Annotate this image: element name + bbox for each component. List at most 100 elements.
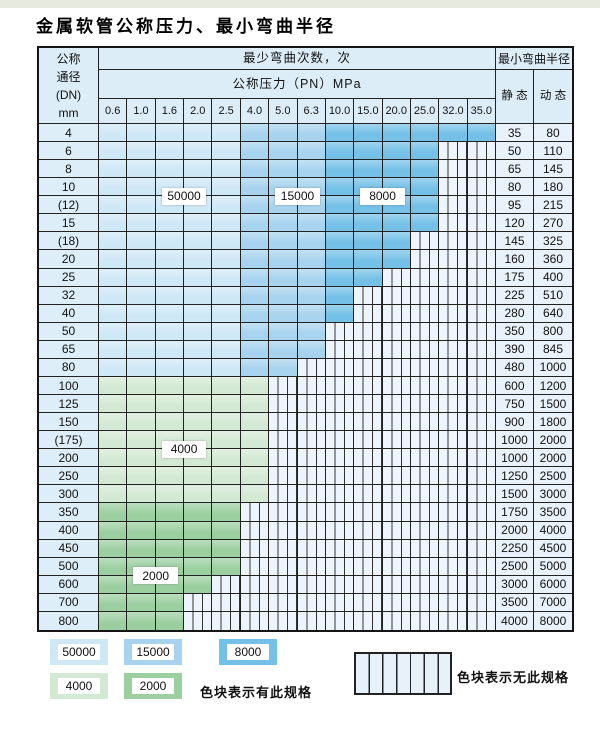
spec-cell — [155, 611, 185, 630]
dynamic-value-cell: 510 — [534, 286, 572, 305]
dn-cell: 100 — [39, 376, 99, 396]
no-spec-cell — [410, 250, 440, 269]
no-spec-cell — [354, 575, 383, 594]
no-spec-cell — [212, 593, 241, 612]
no-spec-cell — [439, 160, 468, 179]
no-spec-cell — [382, 449, 411, 468]
dynamic-value-cell: 1200 — [534, 376, 572, 396]
no-spec-cell — [467, 286, 496, 305]
legend-item-15000: 15000 — [124, 639, 182, 665]
no-spec-cell — [439, 593, 468, 612]
no-spec-cell — [467, 340, 496, 359]
no-spec-cell — [467, 467, 496, 486]
spec-cell — [382, 142, 411, 161]
no-spec-cell — [467, 575, 496, 594]
spec-cell — [99, 250, 128, 269]
legend-item-value: 2000 — [132, 678, 174, 694]
no-spec-cell — [382, 413, 411, 432]
no-spec-cell — [382, 358, 411, 377]
dynamic-value-cell: 5000 — [534, 557, 572, 576]
spec-cell — [127, 142, 156, 161]
spec-cell — [212, 286, 241, 305]
spec-cell — [99, 178, 128, 197]
static-value-cell: 175 — [496, 268, 534, 287]
spec-cell — [240, 413, 270, 432]
static-value-cell: 1500 — [496, 485, 534, 504]
dn-cell: 500 — [39, 557, 99, 576]
no-spec-cell — [439, 232, 468, 251]
spec-cell — [212, 557, 241, 576]
spec-cell — [99, 268, 128, 287]
no-spec-cell — [325, 593, 355, 612]
no-spec-cell — [325, 376, 355, 396]
no-spec-cell — [354, 449, 383, 468]
pressure-tick-cell: 15.0 — [354, 99, 383, 124]
spec-cell — [155, 521, 185, 540]
dynamic-value-cell: 2000 — [534, 449, 572, 468]
spec-cell — [212, 539, 241, 558]
static-value-cell: 2000 — [496, 521, 534, 540]
no-spec-cell — [297, 485, 326, 504]
dn-cell: 50 — [39, 322, 99, 341]
spec-cell — [325, 250, 355, 269]
dn-cell: 200 — [39, 449, 99, 468]
no-spec-cell — [212, 611, 241, 630]
no-spec-cell — [354, 467, 383, 486]
spec-cell — [127, 449, 156, 468]
spec-cell — [99, 286, 128, 305]
no-spec-cell — [297, 431, 326, 450]
spec-cell — [184, 232, 213, 251]
static-value-cell: 600 — [496, 376, 534, 396]
no-spec-cell — [269, 395, 298, 414]
no-spec-cell — [439, 431, 468, 450]
no-spec-cell — [240, 539, 270, 558]
no-spec-cell — [439, 250, 468, 269]
spec-cell — [127, 467, 156, 486]
no-spec-cell — [297, 575, 326, 594]
no-spec-cell — [467, 593, 496, 612]
spec-cell — [184, 575, 213, 594]
no-spec-cell — [354, 593, 383, 612]
no-spec-cell — [297, 449, 326, 468]
spec-cell — [127, 358, 156, 377]
no-spec-cell — [325, 322, 355, 341]
spec-cell — [155, 286, 185, 305]
no-spec-cell — [297, 611, 326, 630]
spec-cell — [127, 124, 156, 143]
spec-cell — [269, 142, 298, 161]
spec-cell — [212, 160, 241, 179]
spec-cell — [325, 178, 355, 197]
spec-cell — [269, 286, 298, 305]
no-spec-cell — [439, 196, 468, 215]
no-spec-cell — [382, 340, 411, 359]
dynamic-value-cell: 80 — [534, 124, 572, 143]
dn-cell: 450 — [39, 539, 99, 558]
no-spec-cell — [382, 395, 411, 414]
no-spec-cell — [439, 178, 468, 197]
spec-cell — [184, 503, 213, 522]
spec-cell — [127, 304, 156, 323]
no-spec-cell — [467, 413, 496, 432]
spec-cell — [155, 503, 185, 522]
spec-cell — [354, 160, 383, 179]
spec-cell — [127, 178, 156, 197]
spec-cell — [325, 124, 355, 143]
no-spec-cell — [467, 304, 496, 323]
spec-cell — [155, 304, 185, 323]
spec-cell — [297, 232, 326, 251]
spec-cell — [325, 304, 355, 323]
spec-cell — [99, 304, 128, 323]
spec-cell — [155, 160, 185, 179]
spec-cell — [269, 268, 298, 287]
no-spec-cell — [410, 376, 440, 396]
no-spec-cell — [439, 286, 468, 305]
dn-cell: 350 — [39, 503, 99, 522]
spec-cell — [410, 178, 440, 197]
no-spec-cell — [439, 467, 468, 486]
spec-cell — [382, 214, 411, 233]
spec-cell — [184, 485, 213, 504]
spec-cell — [240, 196, 270, 215]
no-spec-cell — [382, 286, 411, 305]
no-spec-cell — [439, 449, 468, 468]
spec-cell — [127, 376, 156, 396]
